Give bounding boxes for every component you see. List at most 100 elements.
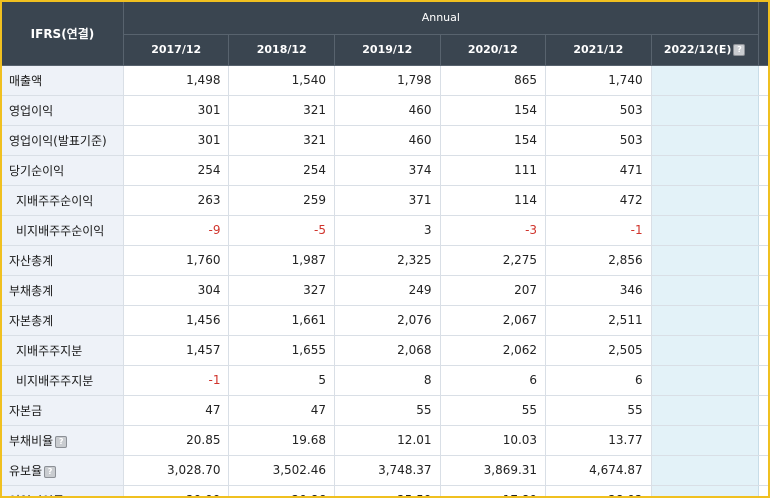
value-cell: 254 <box>123 155 230 186</box>
row-label-text: 부채총계 <box>9 283 54 298</box>
row-label[interactable]: 지배주주지분 <box>2 335 124 366</box>
estimate-cell <box>651 425 759 456</box>
table-row: 부채총계 304 327 249 207 346 <box>2 275 768 306</box>
value-cell: 3,028.70 <box>123 455 230 486</box>
row-label[interactable]: 부채비율? <box>2 425 124 456</box>
table-row: 영업이익률?29.9920.8625.5917.8028.92 <box>2 485 768 496</box>
value-cell: 263 <box>123 185 230 216</box>
value-cell: -5 <box>228 215 335 246</box>
value-cell: 301 <box>123 95 230 126</box>
value-cell: 29.99 <box>123 485 230 496</box>
value-cell: 47 <box>123 395 230 426</box>
value-cell: 259 <box>228 185 335 216</box>
row-label[interactable]: 자본금 <box>2 395 124 426</box>
value-cell: -9 <box>123 215 230 246</box>
header-overflow <box>758 2 768 66</box>
table-row: 영업이익(발표기준) 301 321 460 154 503 <box>2 125 768 156</box>
table-row: 자산총계 1,760 1,987 2,325 2,275 2,856 <box>2 245 768 276</box>
value-cell: 321 <box>228 125 335 156</box>
row-label[interactable]: 영업이익률? <box>2 485 124 496</box>
row-label[interactable]: 부채총계 <box>2 275 124 306</box>
row-overflow <box>758 125 768 156</box>
row-label[interactable]: 유보율? <box>2 455 124 486</box>
row-label[interactable]: 비지배주주지분 <box>2 365 124 396</box>
value-cell: 460 <box>334 95 441 126</box>
row-label[interactable]: 비지배주주순이익 <box>2 215 124 246</box>
estimate-cell <box>651 455 759 486</box>
value-cell: 471 <box>545 155 652 186</box>
value-cell: 254 <box>228 155 335 186</box>
row-label-text: 지배주주순이익 <box>16 193 94 208</box>
value-cell: 1,760 <box>123 245 230 276</box>
year-header-2022-estimate: 2022/12(E)? <box>651 34 759 66</box>
value-cell: 6 <box>545 365 652 396</box>
row-label[interactable]: 당기순이익 <box>2 155 124 186</box>
value-cell: 1,498 <box>123 65 230 96</box>
estimate-cell <box>651 485 759 496</box>
value-cell: 321 <box>228 95 335 126</box>
row-label[interactable]: 매출액 <box>2 65 124 96</box>
value-cell: 19.68 <box>228 425 335 456</box>
row-label[interactable]: 자본총계 <box>2 305 124 336</box>
estimate-cell <box>651 245 759 276</box>
row-label-text: 비지배주주순이익 <box>16 223 105 238</box>
row-label[interactable]: 자산총계 <box>2 245 124 276</box>
row-overflow <box>758 215 768 246</box>
row-overflow <box>758 245 768 276</box>
question-icon[interactable]: ? <box>44 465 57 478</box>
estimate-cell <box>651 275 759 306</box>
question-icon[interactable]: ? <box>55 435 68 448</box>
estimate-cell <box>651 185 759 216</box>
value-cell: 301 <box>123 125 230 156</box>
estimate-cell <box>651 65 759 96</box>
row-label-text: 자산총계 <box>9 253 54 268</box>
value-cell: -1 <box>545 215 652 246</box>
table-row: 유보율? 3,028.70 3,502.46 3,748.37 3,869.31 4,67… <box>2 455 768 486</box>
value-cell: 1,457 <box>123 335 230 366</box>
value-cell: 503 <box>545 125 652 156</box>
row-overflow <box>758 425 768 456</box>
value-cell: 472 <box>545 185 652 216</box>
row-label-text: 당기순이익 <box>9 163 65 178</box>
value-cell: 3,869.31 <box>440 455 547 486</box>
value-cell: 2,511 <box>545 305 652 336</box>
row-overflow <box>758 95 768 126</box>
row-overflow <box>758 275 768 306</box>
value-cell: 2,068 <box>334 335 441 366</box>
row-overflow <box>758 395 768 426</box>
value-cell: 1,740 <box>545 65 652 96</box>
value-cell: 20.86 <box>228 485 335 496</box>
value-cell: 865 <box>440 65 547 96</box>
table-row: 영업이익 301 321 460 154 503 <box>2 95 768 126</box>
value-cell: 460 <box>334 125 441 156</box>
value-cell: 374 <box>334 155 441 186</box>
table-row: 지배주주순이익 263 259 371 114 472 <box>2 185 768 216</box>
value-cell: 55 <box>334 395 441 426</box>
year-header-2017: 2017/12 <box>123 34 230 66</box>
row-label[interactable]: 영업이익(발표기준) <box>2 125 124 156</box>
estimate-cell <box>651 125 759 156</box>
row-label[interactable]: 지배주주순이익 <box>2 185 124 216</box>
value-cell: 28.92 <box>545 485 652 496</box>
value-cell: 1,456 <box>123 305 230 336</box>
estimate-cell <box>651 335 759 366</box>
value-cell: 2,505 <box>545 335 652 366</box>
value-cell: 346 <box>545 275 652 306</box>
value-cell: 1,798 <box>334 65 441 96</box>
estimate-cell <box>651 155 759 186</box>
estimate-cell <box>651 305 759 336</box>
value-cell: 111 <box>440 155 547 186</box>
value-cell: 3,748.37 <box>334 455 441 486</box>
value-cell: 55 <box>440 395 547 426</box>
value-cell: 12.01 <box>334 425 441 456</box>
estimate-cell <box>651 365 759 396</box>
row-overflow <box>758 65 768 96</box>
value-cell: -3 <box>440 215 547 246</box>
row-label-text: 자본금 <box>9 403 43 418</box>
row-label[interactable]: 영업이익 <box>2 95 124 126</box>
year-header-2020: 2020/12 <box>440 34 547 66</box>
question-icon[interactable]: ? <box>733 44 746 56</box>
table-row: 비지배주주순이익 -9 -5 3 -3 -1 <box>2 215 768 246</box>
value-cell: 3,502.46 <box>228 455 335 486</box>
